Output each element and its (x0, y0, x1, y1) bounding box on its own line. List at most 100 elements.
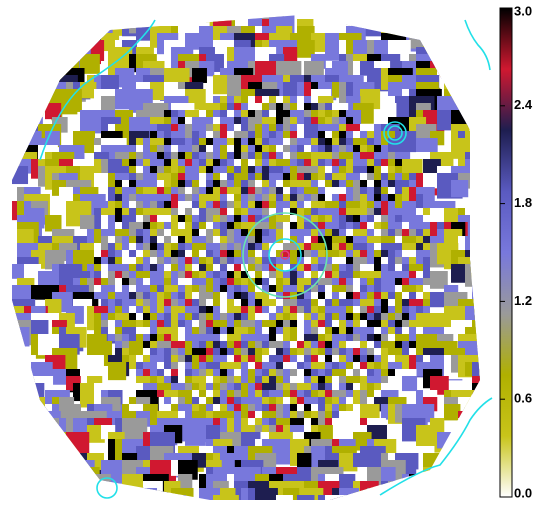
pixel (423, 306, 430, 313)
pixel (283, 166, 290, 173)
pixel (143, 201, 150, 208)
pixel (115, 348, 122, 355)
pixel (199, 320, 206, 327)
pixel (122, 257, 129, 264)
pixel (402, 173, 409, 180)
pixel (276, 369, 283, 376)
pixel (108, 320, 115, 327)
pixel (255, 264, 262, 271)
pixel (381, 257, 388, 264)
pixel (325, 243, 332, 250)
pixel (143, 306, 150, 313)
pixel (262, 355, 269, 362)
pixel (150, 257, 157, 264)
pixel (346, 229, 353, 236)
pixel (339, 285, 346, 292)
pixel (332, 285, 339, 292)
pixel (304, 208, 311, 215)
pixel (276, 285, 283, 292)
pixel (486, 432, 500, 446)
pixel (248, 250, 255, 257)
pixel (185, 243, 192, 250)
pixel (241, 404, 248, 411)
pixel (129, 495, 145, 500)
pixel (339, 236, 346, 243)
pixel (178, 201, 185, 208)
pixel (353, 341, 360, 348)
pixel (136, 355, 143, 362)
pixel (458, 495, 480, 500)
pixel (360, 243, 367, 250)
pixel (108, 250, 115, 257)
pixel (409, 180, 416, 187)
pixel (311, 138, 318, 145)
pixel (283, 145, 290, 152)
pixel (360, 327, 367, 334)
pixel (402, 229, 409, 236)
pixel (143, 355, 150, 362)
pixel (395, 250, 402, 257)
pixel (227, 187, 234, 194)
pixel (241, 390, 248, 397)
pixel (136, 327, 143, 334)
pixel (360, 299, 367, 306)
pixel (17, 61, 43, 87)
pixel (206, 117, 213, 124)
pixel (199, 201, 206, 208)
pixel (157, 355, 164, 362)
pixel (276, 117, 283, 124)
pixel (143, 292, 150, 299)
pixel (276, 299, 283, 306)
pixel (234, 166, 241, 173)
pixel (269, 383, 276, 390)
pixel (451, 68, 469, 86)
pixel (332, 320, 339, 327)
pixel (409, 474, 435, 500)
pixel (374, 278, 381, 285)
pixel (367, 264, 374, 271)
pixel (206, 229, 213, 236)
pixel (122, 215, 129, 222)
pixel (171, 355, 178, 362)
pixel (12, 264, 25, 279)
pixel (255, 341, 262, 348)
pixel (311, 355, 318, 362)
pixel (241, 215, 248, 222)
pixel (157, 376, 164, 383)
pixel (164, 495, 186, 500)
pixel (297, 362, 304, 369)
pixel (143, 488, 158, 500)
pixel (192, 355, 199, 362)
pixel (416, 292, 423, 299)
pixel (185, 362, 192, 369)
pixel (115, 215, 122, 222)
pixel (136, 159, 143, 166)
pixel (248, 131, 255, 138)
pixel (143, 243, 150, 250)
pixel (458, 453, 474, 469)
pixel (346, 194, 353, 201)
pixel (213, 362, 220, 369)
pixel (290, 257, 297, 264)
pixel (157, 250, 164, 257)
pixel (409, 488, 434, 500)
pixel (262, 229, 269, 236)
pixel (164, 124, 171, 131)
pixel (192, 320, 199, 327)
pixel (248, 159, 255, 166)
pixel (346, 278, 353, 285)
pixel (283, 152, 290, 159)
pixel (297, 264, 304, 271)
pixel (318, 376, 325, 383)
pixel (346, 243, 353, 250)
pixel (269, 306, 276, 313)
pixel (108, 208, 115, 215)
pixel (311, 278, 318, 285)
pixel (311, 243, 318, 250)
pixel (38, 19, 54, 35)
pixel (150, 159, 157, 166)
pixel (178, 341, 185, 348)
pixel (451, 180, 469, 198)
pixel (220, 124, 227, 131)
pixel (416, 215, 423, 222)
